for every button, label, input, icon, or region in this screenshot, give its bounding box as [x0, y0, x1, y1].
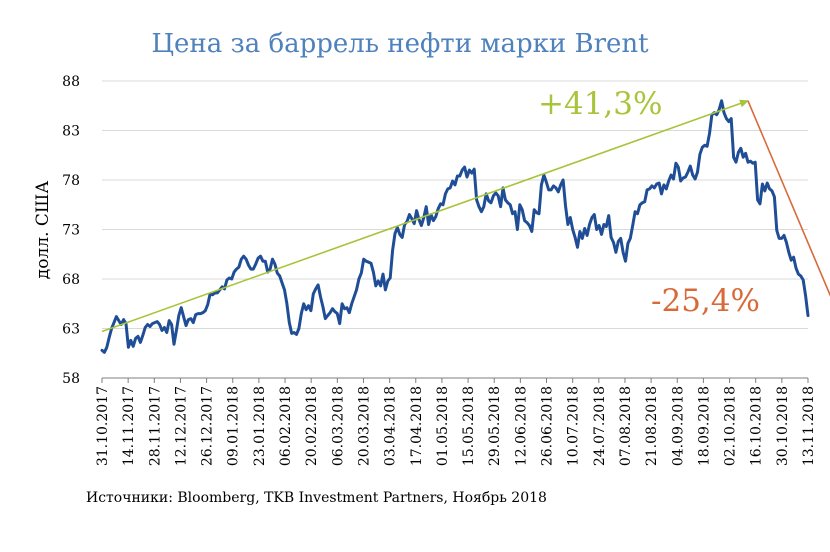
y-tick-label: 78	[62, 173, 80, 189]
x-tick-label: 10.07.2018	[566, 386, 582, 466]
y-tick-label: 68	[62, 272, 80, 288]
x-tick-label: 20.02.2018	[304, 386, 320, 466]
x-tick-label: 12.12.2017	[173, 386, 189, 466]
fall-percent-label: -25,4%	[651, 283, 760, 319]
x-tick-label: 12.06.2018	[513, 386, 529, 466]
y-axis-label: долл. США	[33, 181, 53, 280]
x-tick-label: 09.01.2018	[226, 386, 242, 466]
rise-percent-label: +41,3%	[538, 86, 662, 122]
x-tick-label: 16.10.2018	[749, 386, 765, 466]
chart-title: Цена за баррель нефти марки Brent	[151, 29, 649, 59]
y-tick-label: 88	[62, 74, 80, 90]
x-tick-label: 14.11.2017	[121, 386, 137, 466]
y-tick-label: 83	[62, 124, 80, 140]
x-tick-label: 31.10.2017	[95, 386, 111, 466]
x-tick-label: 07.08.2018	[618, 386, 634, 466]
x-tick-label: 29.05.2018	[487, 386, 503, 466]
trend-arrows	[101, 99, 830, 333]
x-tick-label: 13.11.2018	[801, 386, 817, 466]
x-tick-label: 24.07.2018	[592, 386, 608, 466]
x-tick-label: 06.02.2018	[278, 386, 294, 466]
x-tick-label: 17.04.2018	[409, 386, 425, 466]
rise-trend-arrow	[101, 99, 749, 333]
fall-trend-arrow	[747, 100, 830, 297]
x-tick-label: 26.06.2018	[540, 386, 556, 466]
x-tick-label: 03.04.2018	[383, 386, 399, 466]
x-tick-label: 02.10.2018	[723, 386, 739, 466]
source-note: Источники: Bloomberg, TKB Investment Par…	[86, 490, 547, 506]
x-tick-label: 15.05.2018	[461, 386, 477, 466]
x-tick-label: 06.03.2018	[330, 386, 346, 466]
y-tick-label: 63	[62, 322, 80, 338]
x-tick-label: 30.10.2018	[775, 386, 791, 466]
x-tick-label: 01.05.2018	[435, 386, 451, 466]
x-tick-label: 23.01.2018	[252, 386, 268, 466]
x-tick-label: 28.11.2017	[147, 386, 163, 466]
x-tick-label: 20.03.2018	[356, 386, 372, 466]
y-tick-label: 73	[62, 223, 80, 239]
x-tick-label: 26.12.2017	[200, 386, 216, 466]
y-tick-label: 58	[62, 371, 80, 387]
x-axis-ticks: 31.10.2017 14.11.2017 28.11.2017 12.12.2017…	[95, 378, 817, 466]
gridlines	[102, 80, 808, 329]
y-axis-ticks: 58 63 68 73 78 83 88	[62, 74, 80, 387]
x-tick-label: 18.09.2018	[696, 386, 712, 466]
x-tick-label: 21.08.2018	[644, 386, 660, 466]
x-tick-label: 04.09.2018	[670, 386, 686, 466]
